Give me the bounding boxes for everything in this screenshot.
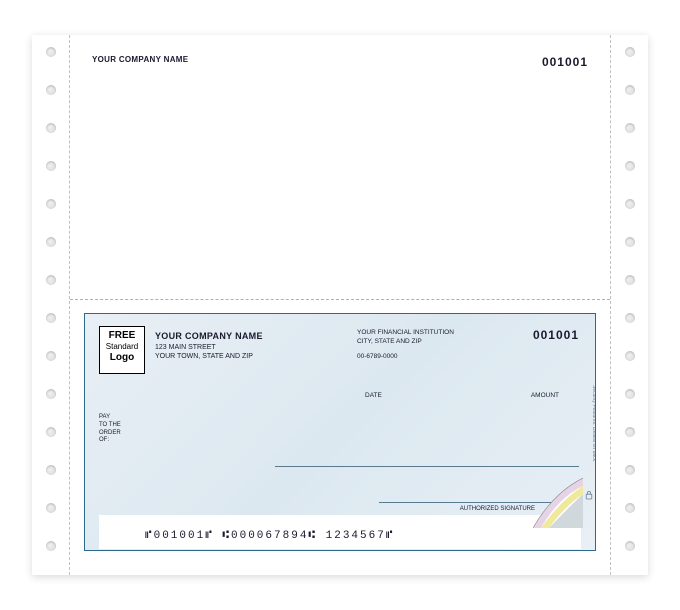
feed-hole xyxy=(625,389,635,399)
bank-block: YOUR FINANCIAL INSTITUTION CITY, STATE A… xyxy=(357,328,454,361)
security-text: Security Features. Details on back. xyxy=(585,334,596,514)
feed-hole xyxy=(46,503,56,513)
date-label: DATE xyxy=(365,392,382,399)
feed-hole xyxy=(46,541,56,551)
company-name: YOUR COMPANY NAME xyxy=(155,330,263,343)
feed-hole xyxy=(625,123,635,133)
amount-rule xyxy=(275,466,579,467)
feed-hole xyxy=(46,465,56,475)
logo-line-3: Logo xyxy=(100,352,144,364)
feed-hole xyxy=(46,161,56,171)
feed-hole xyxy=(46,313,56,323)
check-body: FREE Standard Logo YOUR COMPANY NAME 123… xyxy=(84,313,596,551)
routing-fraction: 00-6789-0000 xyxy=(357,352,454,361)
feed-hole xyxy=(625,161,635,171)
tractor-feed-left xyxy=(32,35,70,575)
check-stub: YOUR COMPANY NAME 001001 xyxy=(70,35,610,300)
page-curl-icon xyxy=(533,478,583,528)
feed-hole xyxy=(625,351,635,361)
feed-hole xyxy=(625,427,635,437)
feed-hole xyxy=(46,427,56,437)
feed-hole xyxy=(46,199,56,209)
check-number: 001001 xyxy=(533,328,579,342)
feed-hole xyxy=(625,503,635,513)
content-area: YOUR COMPANY NAME 001001 FREE Standard L… xyxy=(70,35,610,575)
company-address-block: YOUR COMPANY NAME 123 MAIN STREET YOUR T… xyxy=(155,330,263,362)
logo-line-2: Standard xyxy=(100,342,144,352)
feed-hole xyxy=(625,237,635,247)
amount-label: AMOUNT xyxy=(531,392,559,399)
signature-label: AUTHORIZED SIGNATURE xyxy=(460,506,535,512)
logo-line-1: FREE xyxy=(100,330,144,342)
pay-to-order-label: PAY TO THE ORDER OF: xyxy=(99,414,121,445)
tractor-feed-right xyxy=(610,35,648,575)
feed-hole xyxy=(46,275,56,285)
feed-hole xyxy=(46,351,56,361)
lock-icon xyxy=(585,490,593,500)
bank-name: YOUR FINANCIAL INSTITUTION xyxy=(357,328,454,337)
feed-hole xyxy=(46,123,56,133)
feed-hole xyxy=(625,85,635,95)
company-street: 123 MAIN STREET xyxy=(155,343,263,353)
feed-hole xyxy=(625,313,635,323)
feed-hole xyxy=(46,85,56,95)
bank-addr: CITY, STATE AND ZIP xyxy=(357,337,454,346)
feed-hole xyxy=(46,237,56,247)
feed-hole xyxy=(625,465,635,475)
stub-company-name: YOUR COMPANY NAME xyxy=(92,55,188,64)
feed-hole xyxy=(625,541,635,551)
company-city-state: YOUR TOWN, STATE AND ZIP xyxy=(155,352,263,362)
feed-hole xyxy=(46,47,56,57)
logo-placeholder: FREE Standard Logo xyxy=(99,326,145,374)
micr-line: ⑈001001⑈ ⑆000067894⑆ 1234567⑈ xyxy=(145,530,394,542)
continuous-form-sheet: YOUR COMPANY NAME 001001 FREE Standard L… xyxy=(32,35,648,575)
feed-hole xyxy=(625,275,635,285)
stub-check-number: 001001 xyxy=(542,55,588,69)
feed-hole xyxy=(625,47,635,57)
feed-hole xyxy=(625,199,635,209)
feed-hole xyxy=(46,389,56,399)
